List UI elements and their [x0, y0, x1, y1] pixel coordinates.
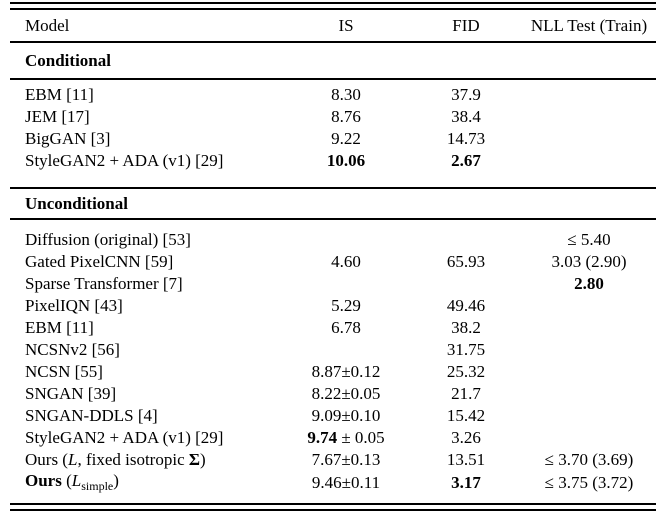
model-cell: StyleGAN2 + ADA (v1) [29] [25, 151, 224, 170]
model-cell: PixelIQN [43] [25, 296, 123, 315]
model-cell: EBM [11] [25, 318, 94, 337]
is-cell: 9.74 ± 0.05 [282, 428, 410, 448]
model-cell: JEM [17] [25, 107, 90, 126]
table-row: Sparse Transformer [7] 2.80 [10, 273, 656, 295]
fid-cell: 31.75 [446, 340, 486, 359]
header-divider-rule [10, 41, 656, 43]
fid-cell: 3.17 [451, 472, 481, 492]
table-row: PixelIQN [43] 5.29 49.46 [10, 295, 656, 317]
fid-cell: 15.42 [446, 406, 486, 425]
table-row: SNGAN-DDLS [4] 9.09±0.10 15.42 [10, 405, 656, 427]
table-top-rule-inner [10, 8, 656, 10]
loss-subscript: simple [81, 479, 114, 493]
table-row: Gated PixelCNN [59] 4.60 65.93 3.03 (2.9… [10, 251, 656, 273]
table-row: Ours (L, fixed isotropic Σ) 7.67±0.13 13… [10, 449, 656, 471]
model-cell: EBM [11] [25, 85, 94, 104]
is-cell: 7.67±0.13 [311, 450, 381, 469]
is-cell: 10.06 [326, 151, 366, 170]
is-value-bold: 9.74 [307, 428, 338, 447]
model-cell: SNGAN-DDLS [4] [25, 406, 158, 425]
table-row: NCSN [55] 8.87±0.12 25.32 [10, 361, 656, 383]
is-cell: 9.22 [331, 129, 361, 148]
table-row: StyleGAN2 + ADA (v1) [29] 9.74 ± 0.05 3.… [10, 427, 656, 449]
fid-cell: 25.32 [446, 362, 486, 381]
nll-cell: ≤ 3.70 (3.69) [544, 450, 634, 469]
model-cell: SNGAN [39] [25, 384, 117, 403]
nll-cell: ≤ 3.75 (3.72) [544, 472, 634, 492]
table-row: NCSNv2 [56] 31.75 [10, 339, 656, 361]
is-cell: 4.60 [331, 252, 361, 271]
model-cell: Ours (Lsimple) [10, 471, 282, 494]
column-header-nll: NLL Test (Train) [530, 15, 648, 35]
is-cell: 9.09±0.10 [311, 406, 381, 425]
table-top-rule-outer [10, 2, 656, 4]
section-divider-rule [10, 78, 656, 80]
is-cell: 6.78 [331, 318, 361, 337]
is-cell: 8.30 [331, 85, 361, 104]
model-text: , fixed isotropic [77, 450, 189, 469]
fid-cell: 14.73 [446, 129, 486, 148]
nll-cell: 2.80 [574, 274, 604, 293]
model-cell: NCSNv2 [56] [25, 340, 120, 359]
column-header-is: IS [338, 15, 354, 35]
section-divider-rule [10, 187, 656, 189]
fid-cell: 13.51 [446, 450, 486, 469]
model-text: ( [61, 471, 72, 490]
table-bottom-rule-outer [10, 509, 656, 511]
loss-variable: L [67, 450, 78, 469]
model-cell: Sparse Transformer [7] [25, 274, 183, 293]
table-row: EBM [11] 6.78 38.2 [10, 317, 656, 339]
model-text: ) [113, 471, 119, 490]
section-title: Unconditional [25, 193, 128, 213]
model-text: ) [199, 450, 206, 469]
model-cell: NCSN [55] [25, 362, 103, 381]
section-title: Conditional [25, 50, 111, 70]
fid-cell: 49.46 [446, 296, 486, 315]
is-cell: 8.76 [331, 107, 361, 126]
fid-cell: 38.4 [451, 107, 481, 126]
section-divider-rule [10, 218, 656, 220]
section-header-conditional: Conditional [10, 43, 656, 78]
is-value-rest: ± 0.05 [337, 428, 385, 447]
table-row: BigGAN [3] 9.22 14.73 [10, 128, 656, 150]
conditional-section-body: EBM [11] 8.30 37.9 JEM [17] 8.76 38.4 Bi… [10, 80, 656, 187]
sigma-symbol: Σ [188, 450, 200, 469]
is-cell: 5.29 [331, 296, 361, 315]
model-cell: Ours (L, fixed isotropic Σ) [10, 450, 282, 470]
benchmark-table: Model IS FID NLL Test (Train) Conditiona… [10, 2, 656, 511]
is-cell: 8.22±0.05 [311, 384, 381, 403]
nll-cell: ≤ 5.40 [567, 230, 611, 249]
model-cell: Gated PixelCNN [59] [25, 252, 174, 271]
table-bottom-rule-inner [10, 503, 656, 505]
nll-cell: 3.03 (2.90) [551, 252, 627, 271]
fid-cell: 38.2 [451, 318, 481, 337]
model-cell: Diffusion (original) [53] [25, 230, 191, 249]
column-header-model: Model [25, 15, 70, 35]
section-header-unconditional: Unconditional [10, 189, 656, 218]
fid-cell: 37.9 [451, 85, 481, 104]
model-cell: StyleGAN2 + ADA (v1) [29] [25, 428, 224, 447]
fid-cell: 21.7 [451, 384, 481, 403]
is-cell: 9.46±0.11 [311, 472, 381, 492]
unconditional-section-body: Diffusion (original) [53] ≤ 5.40 Gated P… [10, 220, 656, 503]
table-row: StyleGAN2 + ADA (v1) [29] 10.06 2.67 [10, 150, 656, 172]
table-row: Diffusion (original) [53] ≤ 5.40 [10, 229, 656, 251]
model-text: Ours ( [25, 450, 68, 469]
table-row: EBM [11] 8.30 37.9 [10, 84, 656, 106]
loss-variable: L [71, 471, 82, 490]
model-cell: BigGAN [3] [25, 129, 111, 148]
table-row: Ours (Lsimple) 9.46±0.11 3.17 ≤ 3.75 (3.… [10, 471, 656, 493]
model-text-bold: Ours [25, 471, 62, 490]
fid-cell: 2.67 [451, 151, 481, 170]
fid-cell: 65.93 [446, 252, 486, 271]
table-row: SNGAN [39] 8.22±0.05 21.7 [10, 383, 656, 405]
fid-cell: 3.26 [451, 428, 481, 447]
is-cell: 8.87±0.12 [311, 362, 381, 381]
column-header-fid: FID [452, 15, 480, 35]
table-row: JEM [17] 8.76 38.4 [10, 106, 656, 128]
table-header-row: Model IS FID NLL Test (Train) [10, 10, 656, 41]
